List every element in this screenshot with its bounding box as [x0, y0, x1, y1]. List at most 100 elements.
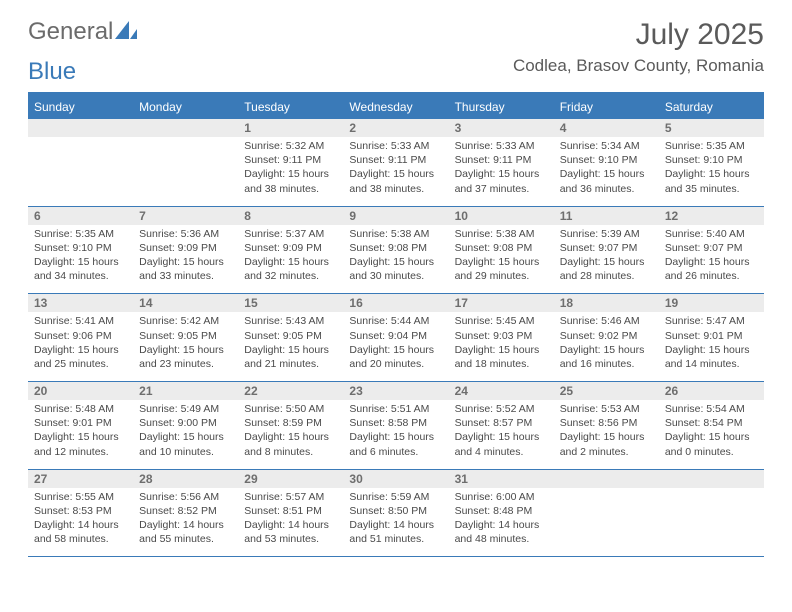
- sunset-text: Sunset: 9:05 PM: [139, 329, 232, 343]
- sunrise-text: Sunrise: 5:37 AM: [244, 227, 337, 241]
- daylight-text: Daylight: 15 hours and 37 minutes.: [455, 167, 548, 195]
- sunrise-text: Sunrise: 5:40 AM: [665, 227, 758, 241]
- calendar-day-cell: 16Sunrise: 5:44 AMSunset: 9:04 PMDayligh…: [343, 294, 448, 382]
- day-number: 15: [238, 294, 343, 312]
- sunrise-text: Sunrise: 5:38 AM: [455, 227, 548, 241]
- calendar-day-cell: 3Sunrise: 5:33 AMSunset: 9:11 PMDaylight…: [449, 119, 554, 206]
- day-number: 6: [28, 207, 133, 225]
- day-number: 7: [133, 207, 238, 225]
- day-details: Sunrise: 5:55 AMSunset: 8:53 PMDaylight:…: [28, 488, 133, 557]
- sunrise-text: Sunrise: 5:43 AM: [244, 314, 337, 328]
- day-details: Sunrise: 5:43 AMSunset: 9:05 PMDaylight:…: [238, 312, 343, 381]
- day-number: 11: [554, 207, 659, 225]
- day-number: 14: [133, 294, 238, 312]
- day-number: 26: [659, 382, 764, 400]
- day-details: Sunrise: 5:53 AMSunset: 8:56 PMDaylight:…: [554, 400, 659, 469]
- daylight-text: Daylight: 15 hours and 6 minutes.: [349, 430, 442, 458]
- day-number: 21: [133, 382, 238, 400]
- day-details: Sunrise: 5:38 AMSunset: 9:08 PMDaylight:…: [343, 225, 448, 294]
- daylight-text: Daylight: 15 hours and 10 minutes.: [139, 430, 232, 458]
- day-number: 8: [238, 207, 343, 225]
- day-number: 2: [343, 119, 448, 137]
- title-block: July 2025 Codlea, Brasov County, Romania: [513, 18, 764, 76]
- daylight-text: Daylight: 15 hours and 18 minutes.: [455, 343, 548, 371]
- sunset-text: Sunset: 9:11 PM: [244, 153, 337, 167]
- daylight-text: Daylight: 15 hours and 20 minutes.: [349, 343, 442, 371]
- calendar-day-cell: 17Sunrise: 5:45 AMSunset: 9:03 PMDayligh…: [449, 294, 554, 382]
- calendar-day-cell: 1Sunrise: 5:32 AMSunset: 9:11 PMDaylight…: [238, 119, 343, 206]
- sunrise-text: Sunrise: 5:42 AM: [139, 314, 232, 328]
- day-number: 4: [554, 119, 659, 137]
- sunset-text: Sunset: 9:07 PM: [665, 241, 758, 255]
- sunset-text: Sunset: 9:10 PM: [560, 153, 653, 167]
- calendar-day-cell: 7Sunrise: 5:36 AMSunset: 9:09 PMDaylight…: [133, 206, 238, 294]
- sunset-text: Sunset: 9:01 PM: [665, 329, 758, 343]
- calendar-week-row: 13Sunrise: 5:41 AMSunset: 9:06 PMDayligh…: [28, 294, 764, 382]
- day-header: Sunday: [28, 95, 133, 119]
- day-number: 3: [449, 119, 554, 137]
- daylight-text: Daylight: 14 hours and 58 minutes.: [34, 518, 127, 546]
- calendar-day-cell: [133, 119, 238, 206]
- daylight-text: Daylight: 15 hours and 28 minutes.: [560, 255, 653, 283]
- day-number: 1: [238, 119, 343, 137]
- calendar-day-cell: 12Sunrise: 5:40 AMSunset: 9:07 PMDayligh…: [659, 206, 764, 294]
- sunset-text: Sunset: 8:52 PM: [139, 504, 232, 518]
- sunrise-text: Sunrise: 5:48 AM: [34, 402, 127, 416]
- sunrise-text: Sunrise: 5:32 AM: [244, 139, 337, 153]
- sunset-text: Sunset: 8:53 PM: [34, 504, 127, 518]
- day-details: Sunrise: 5:34 AMSunset: 9:10 PMDaylight:…: [554, 137, 659, 206]
- sunset-text: Sunset: 8:57 PM: [455, 416, 548, 430]
- calendar-day-cell: [659, 469, 764, 557]
- calendar-week-row: 27Sunrise: 5:55 AMSunset: 8:53 PMDayligh…: [28, 469, 764, 557]
- calendar-week-row: 6Sunrise: 5:35 AMSunset: 9:10 PMDaylight…: [28, 206, 764, 294]
- sunrise-text: Sunrise: 6:00 AM: [455, 490, 548, 504]
- calendar-day-cell: 9Sunrise: 5:38 AMSunset: 9:08 PMDaylight…: [343, 206, 448, 294]
- calendar-day-cell: 25Sunrise: 5:53 AMSunset: 8:56 PMDayligh…: [554, 382, 659, 470]
- day-number: 5: [659, 119, 764, 137]
- sunrise-text: Sunrise: 5:34 AM: [560, 139, 653, 153]
- sunset-text: Sunset: 9:11 PM: [349, 153, 442, 167]
- logo: General: [28, 18, 137, 46]
- day-details: Sunrise: 5:36 AMSunset: 9:09 PMDaylight:…: [133, 225, 238, 294]
- day-number: 28: [133, 470, 238, 488]
- day-details: Sunrise: 5:32 AMSunset: 9:11 PMDaylight:…: [238, 137, 343, 206]
- day-details: Sunrise: 5:33 AMSunset: 9:11 PMDaylight:…: [449, 137, 554, 206]
- daylight-text: Daylight: 15 hours and 8 minutes.: [244, 430, 337, 458]
- sunset-text: Sunset: 9:07 PM: [560, 241, 653, 255]
- day-details: Sunrise: 5:59 AMSunset: 8:50 PMDaylight:…: [343, 488, 448, 557]
- sunset-text: Sunset: 9:09 PM: [139, 241, 232, 255]
- daylight-text: Daylight: 14 hours and 53 minutes.: [244, 518, 337, 546]
- day-header: Monday: [133, 95, 238, 119]
- day-details: Sunrise: 5:54 AMSunset: 8:54 PMDaylight:…: [659, 400, 764, 469]
- sunset-text: Sunset: 9:11 PM: [455, 153, 548, 167]
- sunrise-text: Sunrise: 5:59 AM: [349, 490, 442, 504]
- calendar-day-cell: 21Sunrise: 5:49 AMSunset: 9:00 PMDayligh…: [133, 382, 238, 470]
- day-details: Sunrise: 5:44 AMSunset: 9:04 PMDaylight:…: [343, 312, 448, 381]
- sunrise-text: Sunrise: 5:33 AM: [349, 139, 442, 153]
- sunset-text: Sunset: 9:10 PM: [665, 153, 758, 167]
- calendar-day-cell: 13Sunrise: 5:41 AMSunset: 9:06 PMDayligh…: [28, 294, 133, 382]
- daylight-text: Daylight: 15 hours and 36 minutes.: [560, 167, 653, 195]
- day-number: 23: [343, 382, 448, 400]
- logo-word-1: General: [28, 18, 113, 46]
- daylight-text: Daylight: 15 hours and 32 minutes.: [244, 255, 337, 283]
- daylight-text: Daylight: 15 hours and 23 minutes.: [139, 343, 232, 371]
- calendar-body: 1Sunrise: 5:32 AMSunset: 9:11 PMDaylight…: [28, 119, 764, 557]
- day-number: 9: [343, 207, 448, 225]
- day-number: 24: [449, 382, 554, 400]
- sunset-text: Sunset: 9:09 PM: [244, 241, 337, 255]
- calendar-day-cell: 4Sunrise: 5:34 AMSunset: 9:10 PMDaylight…: [554, 119, 659, 206]
- sunrise-text: Sunrise: 5:39 AM: [560, 227, 653, 241]
- day-details: Sunrise: 5:49 AMSunset: 9:00 PMDaylight:…: [133, 400, 238, 469]
- daylight-text: Daylight: 15 hours and 38 minutes.: [349, 167, 442, 195]
- day-details: Sunrise: 5:37 AMSunset: 9:09 PMDaylight:…: [238, 225, 343, 294]
- sunrise-text: Sunrise: 5:53 AM: [560, 402, 653, 416]
- day-details: Sunrise: 5:50 AMSunset: 8:59 PMDaylight:…: [238, 400, 343, 469]
- calendar-week-row: 20Sunrise: 5:48 AMSunset: 9:01 PMDayligh…: [28, 382, 764, 470]
- sunset-text: Sunset: 8:48 PM: [455, 504, 548, 518]
- calendar-day-cell: 30Sunrise: 5:59 AMSunset: 8:50 PMDayligh…: [343, 469, 448, 557]
- calendar-day-cell: 24Sunrise: 5:52 AMSunset: 8:57 PMDayligh…: [449, 382, 554, 470]
- sunset-text: Sunset: 9:10 PM: [34, 241, 127, 255]
- calendar-day-cell: [28, 119, 133, 206]
- sunrise-text: Sunrise: 5:49 AM: [139, 402, 232, 416]
